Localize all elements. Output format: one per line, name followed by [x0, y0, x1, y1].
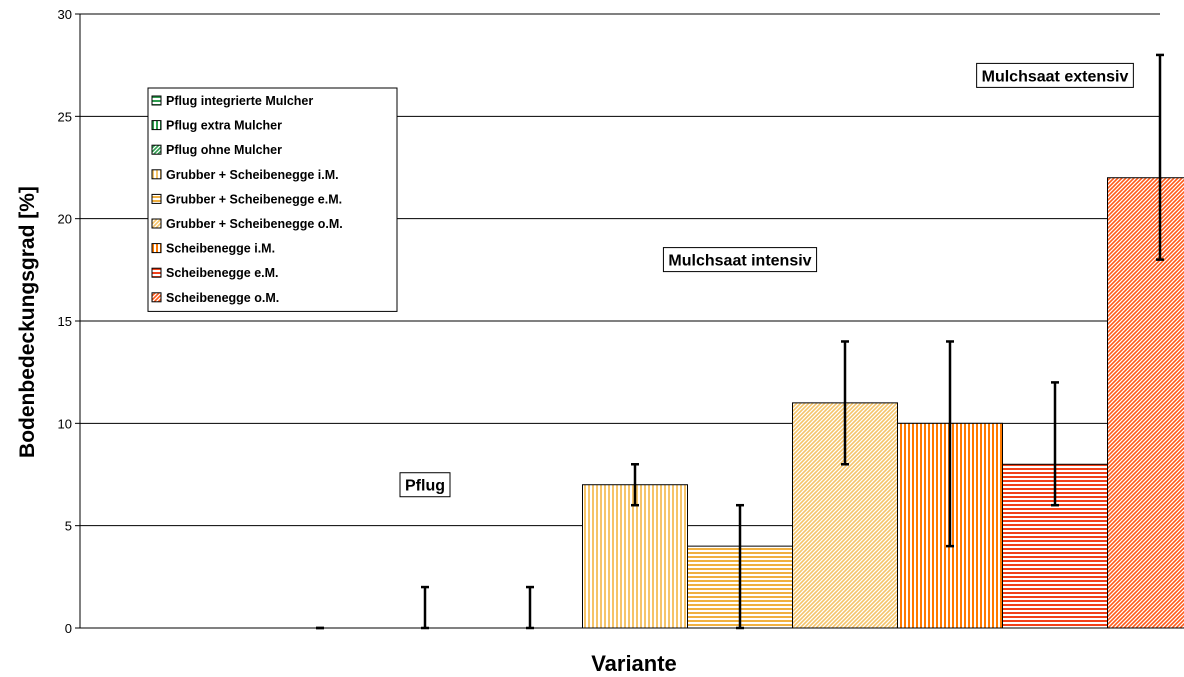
y-tick-labels: 0 5 10 15 20 25 30 [58, 7, 72, 636]
annotation-box: Mulchsaat intensiv [662, 247, 818, 273]
legend: Pflug integrierte Mulcher Pflug extra Mul… [147, 87, 398, 312]
y-tick-label: 10 [58, 416, 72, 431]
y-tick-label: 20 [58, 212, 72, 227]
legend-swatch [151, 95, 162, 106]
legend-label: Grubber + Scheibenegge e.M. [166, 192, 342, 206]
axes [79, 14, 1160, 629]
x-axis-title: Variante [591, 651, 677, 676]
y-axis-title: Bodenbedeckungsgrad [%] [16, 186, 39, 458]
legend-item: Pflug extra Mulcher [151, 119, 282, 133]
legend-swatch [151, 169, 162, 180]
legend-box [147, 87, 398, 312]
bars [582, 177, 1184, 629]
legend-item: Pflug integrierte Mulcher [151, 94, 313, 108]
error-bar [526, 585, 534, 630]
legend-label: Pflug extra Mulcher [166, 119, 282, 133]
legend-item: Grubber + Scheibenegge o.M. [151, 217, 343, 231]
legend-swatch [151, 218, 162, 229]
error-bars [316, 53, 1164, 630]
legend-label: Scheibenegge o.M. [166, 291, 279, 305]
legend-label: Grubber + Scheibenegge o.M. [166, 217, 343, 231]
error-bar [1156, 53, 1164, 261]
annotation-box: Pflug [399, 472, 451, 498]
annotation-box: Mulchsaat extensiv [976, 62, 1134, 88]
legend-label: Grubber + Scheibenegge i.M. [166, 168, 339, 182]
legend-label: Scheibenegge i.M. [166, 242, 275, 256]
y-tick-label: 0 [65, 621, 72, 636]
annotation-text: Pflug [405, 478, 445, 495]
legend-item: Scheibenegge e.M. [151, 266, 279, 280]
y-tick-label: 25 [58, 109, 72, 124]
legend-item: Grubber + Scheibenegge e.M. [151, 192, 342, 206]
legend-item: Pflug ohne Mulcher [151, 143, 282, 157]
error-bar [631, 463, 639, 507]
annotation-text: Mulchsaat intensiv [668, 253, 811, 270]
legend-label: Pflug integrierte Mulcher [166, 94, 313, 108]
error-bar [421, 585, 429, 630]
legend-swatch [151, 267, 162, 278]
y-tick-label: 15 [58, 314, 72, 329]
y-tick-label: 30 [58, 7, 72, 22]
y-tick-label: 5 [65, 519, 72, 534]
error-bar [841, 340, 849, 466]
annotation-text: Mulchsaat extensiv [982, 68, 1129, 85]
legend-swatch [151, 120, 162, 131]
legend-swatch [151, 193, 162, 204]
bar [1107, 177, 1184, 629]
error-bar [946, 340, 954, 548]
legend-item: Grubber + Scheibenegge i.M. [151, 168, 339, 182]
legend-item: Scheibenegge o.M. [151, 291, 279, 305]
legend-swatch [151, 292, 162, 303]
legend-swatch [151, 243, 162, 254]
legend-label: Scheibenegge e.M. [166, 266, 279, 280]
legend-item: Scheibenegge i.M. [151, 242, 275, 256]
legend-label: Pflug ohne Mulcher [166, 143, 282, 157]
annotations: Pflug Mulchsaat intensiv Mulchsaat extensi… [399, 62, 1134, 498]
legend-swatch [151, 144, 162, 155]
error-bar [1051, 381, 1059, 507]
